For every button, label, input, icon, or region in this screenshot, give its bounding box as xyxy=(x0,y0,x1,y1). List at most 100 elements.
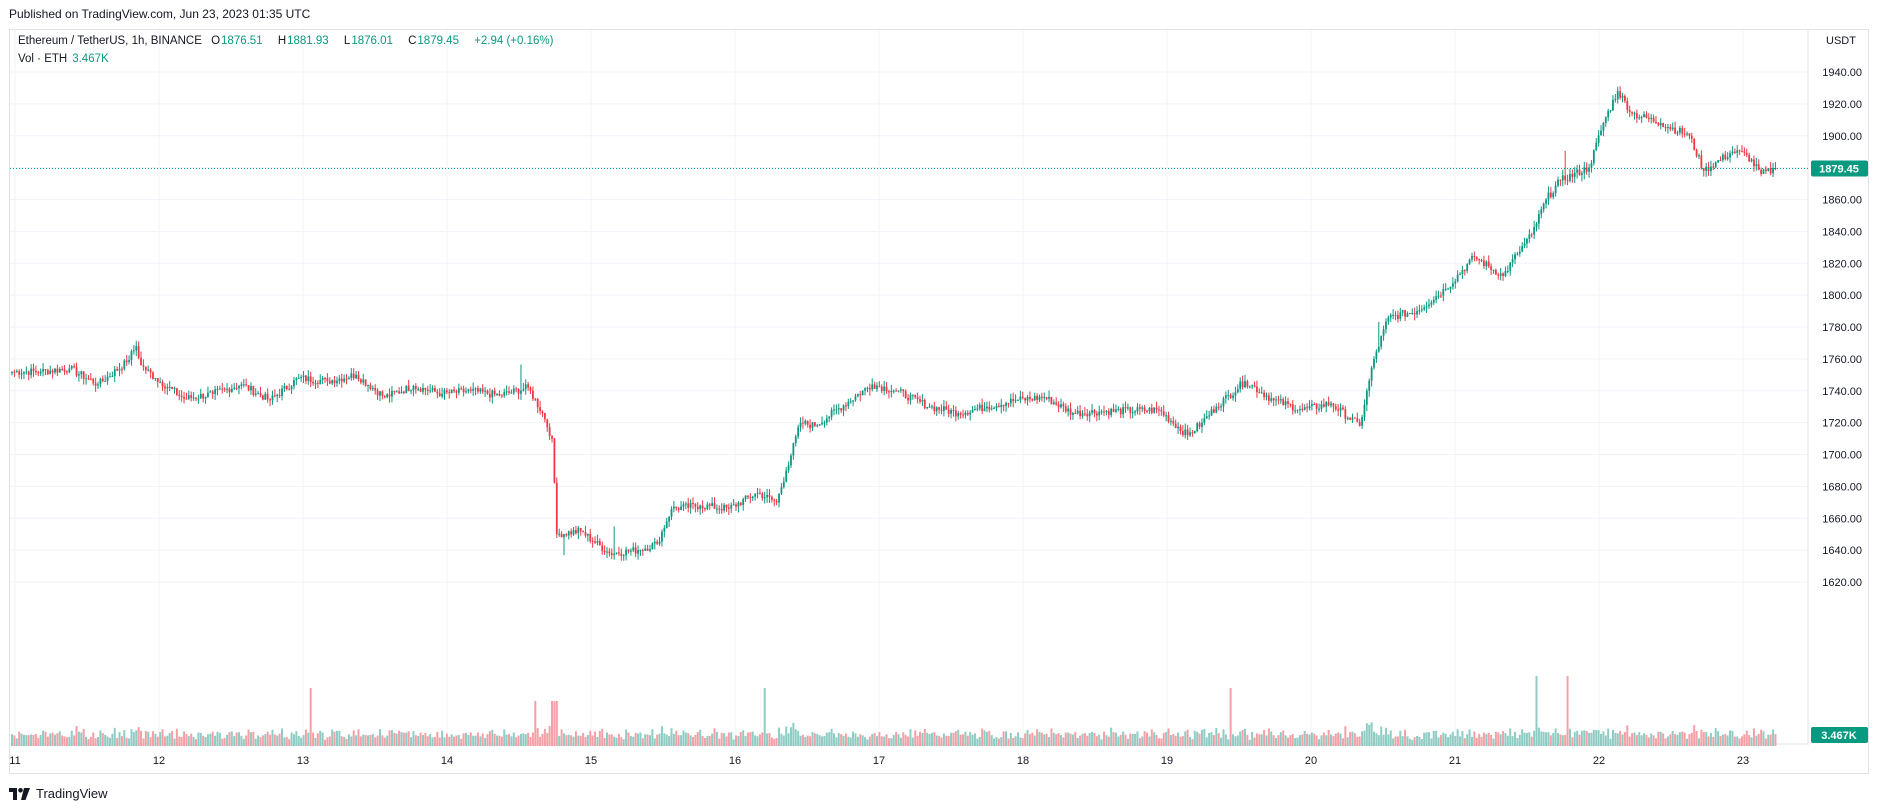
candle-body xyxy=(1626,100,1629,110)
volume-bar xyxy=(907,736,910,746)
candle-body xyxy=(214,389,217,394)
candle-body xyxy=(1416,311,1418,315)
candle-body xyxy=(1181,431,1184,436)
volume-bar xyxy=(15,738,18,746)
volume-bar xyxy=(1389,730,1392,746)
volume-bar xyxy=(65,737,68,746)
candle-body xyxy=(1083,413,1086,415)
candle-body xyxy=(1774,167,1777,169)
candle-body xyxy=(1702,168,1705,171)
candle-body xyxy=(1126,407,1129,409)
candle-body xyxy=(1602,123,1605,131)
volume-bar xyxy=(1291,734,1294,746)
candle-body xyxy=(1198,423,1201,427)
high-key: H xyxy=(277,35,287,47)
candle-body xyxy=(704,508,706,510)
candle-body xyxy=(1325,402,1328,407)
candle-body xyxy=(995,405,998,408)
high-value: 1881.93 xyxy=(287,35,329,47)
volume-bar xyxy=(369,734,372,746)
volume-bar xyxy=(1468,729,1471,746)
candle-body xyxy=(82,371,85,379)
y-tick-label: 1820.00 xyxy=(1822,258,1862,270)
candle-body xyxy=(1332,403,1335,407)
volume-bar xyxy=(147,731,150,746)
volume-bar xyxy=(954,731,957,746)
volume-bar xyxy=(111,733,114,746)
candle-body xyxy=(300,376,303,378)
volume-bar xyxy=(692,737,695,746)
candle-body xyxy=(398,391,400,394)
volume-bar xyxy=(1717,731,1720,746)
candle-body xyxy=(1676,132,1679,134)
volume-label[interactable]: Vol · ETH xyxy=(18,53,68,65)
volume-bar xyxy=(1334,733,1337,746)
volume-bar xyxy=(663,733,666,746)
candle-body xyxy=(1700,155,1703,169)
volume-bar xyxy=(811,731,814,746)
candle-body xyxy=(684,503,687,505)
volume-bar xyxy=(168,732,171,746)
volume-bar xyxy=(1184,731,1187,746)
candle-body xyxy=(1213,409,1215,413)
volume-bar xyxy=(1344,726,1347,746)
candle-body xyxy=(1191,432,1194,434)
volume-bar xyxy=(1327,729,1330,746)
candle-body xyxy=(1361,416,1363,426)
volume-bar xyxy=(1036,729,1039,746)
volume-bar xyxy=(699,729,702,746)
volume-bar xyxy=(1578,734,1581,746)
volume-bar xyxy=(1611,729,1614,746)
candle-body xyxy=(1397,315,1399,319)
volume-bar xyxy=(859,734,862,746)
candle-body xyxy=(1308,406,1311,409)
candle-body xyxy=(1609,110,1612,112)
volume-bar xyxy=(770,737,773,746)
candle-body xyxy=(297,378,300,379)
chart-frame[interactable] xyxy=(9,29,1869,774)
candle-body xyxy=(1296,409,1299,411)
candle-body xyxy=(1174,423,1177,429)
candle-body xyxy=(15,371,18,373)
candle-body xyxy=(675,506,678,509)
candle-body xyxy=(627,549,630,552)
volume-bar xyxy=(221,738,224,746)
candle-body xyxy=(1760,169,1763,174)
volume-bar xyxy=(579,735,582,746)
candle-body xyxy=(1693,138,1696,150)
volume-bar xyxy=(367,735,370,746)
candle-body xyxy=(567,531,570,536)
candle-body xyxy=(1545,199,1547,204)
volume-bar xyxy=(1251,732,1254,746)
candle-body xyxy=(20,373,23,375)
candle-body xyxy=(1377,346,1380,352)
candle-body xyxy=(362,379,365,383)
candle-body xyxy=(790,455,792,466)
volume-bar xyxy=(352,730,355,746)
candle-body xyxy=(1406,313,1409,317)
volume-bar xyxy=(1700,729,1703,746)
volume-bar xyxy=(524,734,527,746)
volume-bar xyxy=(479,736,482,746)
volume-bar xyxy=(1645,734,1648,746)
volume-bar xyxy=(142,738,145,746)
candle-body xyxy=(1635,113,1638,119)
candle-body xyxy=(395,391,398,393)
candle-body xyxy=(111,375,114,377)
volume-bar xyxy=(388,730,391,746)
candle-body xyxy=(11,371,13,374)
candle-body xyxy=(732,504,735,506)
volume-bar xyxy=(276,735,279,746)
volume-bar xyxy=(1614,732,1617,746)
candle-body xyxy=(931,406,933,408)
candle-body xyxy=(1569,173,1571,181)
volume-bar xyxy=(1193,730,1196,746)
candle-body xyxy=(1571,173,1574,177)
volume-bar xyxy=(1411,739,1414,746)
candle-body xyxy=(233,387,236,389)
symbol-label[interactable]: Ethereum / TetherUS, 1h, BINANCE xyxy=(18,35,202,47)
tradingview-logo[interactable]: TradingView xyxy=(9,786,108,801)
candle-body xyxy=(658,541,661,544)
candle-body xyxy=(546,419,549,428)
